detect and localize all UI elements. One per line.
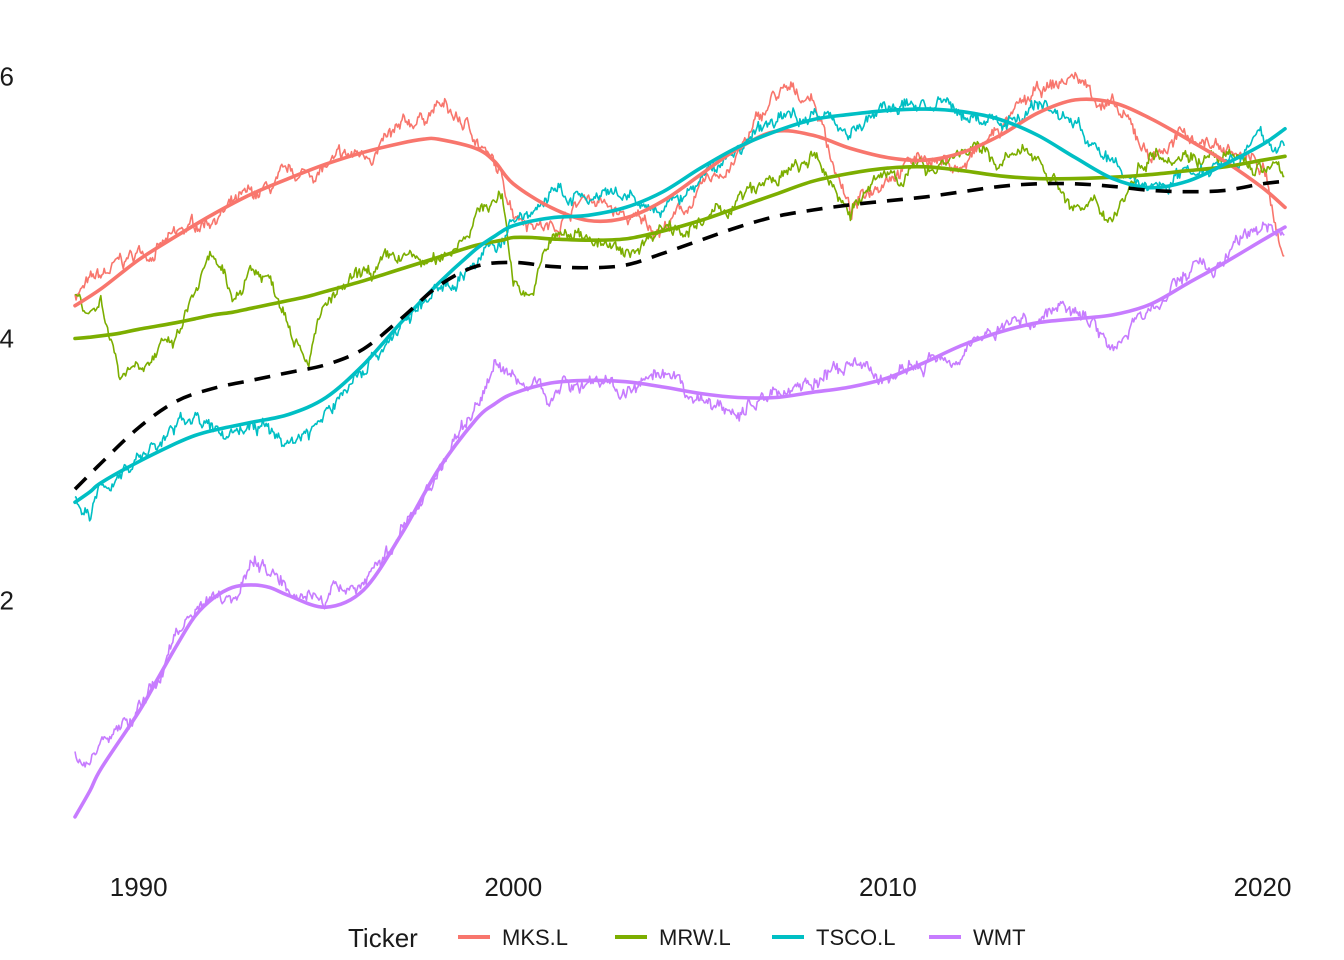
- x-tick-label: 2000: [484, 872, 542, 902]
- series-line-raw-wmt: [74, 221, 1285, 768]
- series-line-smooth-mrw-l: [73, 154, 1287, 341]
- x-tick-label: 1990: [110, 872, 168, 902]
- series-line-smooth-mks-l: [73, 97, 1287, 308]
- series-line-smooth-tsco-l: [73, 107, 1287, 505]
- series-line-raw-mrw-l: [74, 140, 1285, 381]
- y-tick-label: 6: [0, 61, 14, 91]
- series-line-raw-tsco-l: [74, 96, 1286, 522]
- x-axis-tick-labels: 1990 2000 2010 2020: [110, 872, 1292, 902]
- x-tick-label: 2010: [859, 872, 917, 902]
- series-line-average-dashed: [73, 179, 1286, 491]
- raw-price-lines: [74, 71, 1286, 768]
- series-line-smooth-wmt: [73, 225, 1287, 819]
- series-lines: [73, 71, 1287, 819]
- legend-items: MKS.L MRW.L TSCO.L WMT: [458, 925, 1026, 950]
- legend: Ticker MKS.L MRW.L TSCO.L WMT: [348, 923, 1026, 953]
- y-axis-tick-labels: 2 4 6: [0, 61, 14, 615]
- y-tick-label: 2: [0, 586, 14, 616]
- x-tick-label: 2020: [1234, 872, 1292, 902]
- series-line-raw-mks-l: [74, 71, 1285, 301]
- legend-label: MKS.L: [502, 925, 568, 950]
- legend-label: TSCO.L: [816, 925, 895, 950]
- y-tick-label: 4: [0, 323, 14, 353]
- smoothed-trend-lines: [73, 97, 1287, 819]
- legend-title: Ticker: [348, 923, 418, 953]
- legend-label: MRW.L: [659, 925, 731, 950]
- legend-label: WMT: [973, 925, 1026, 950]
